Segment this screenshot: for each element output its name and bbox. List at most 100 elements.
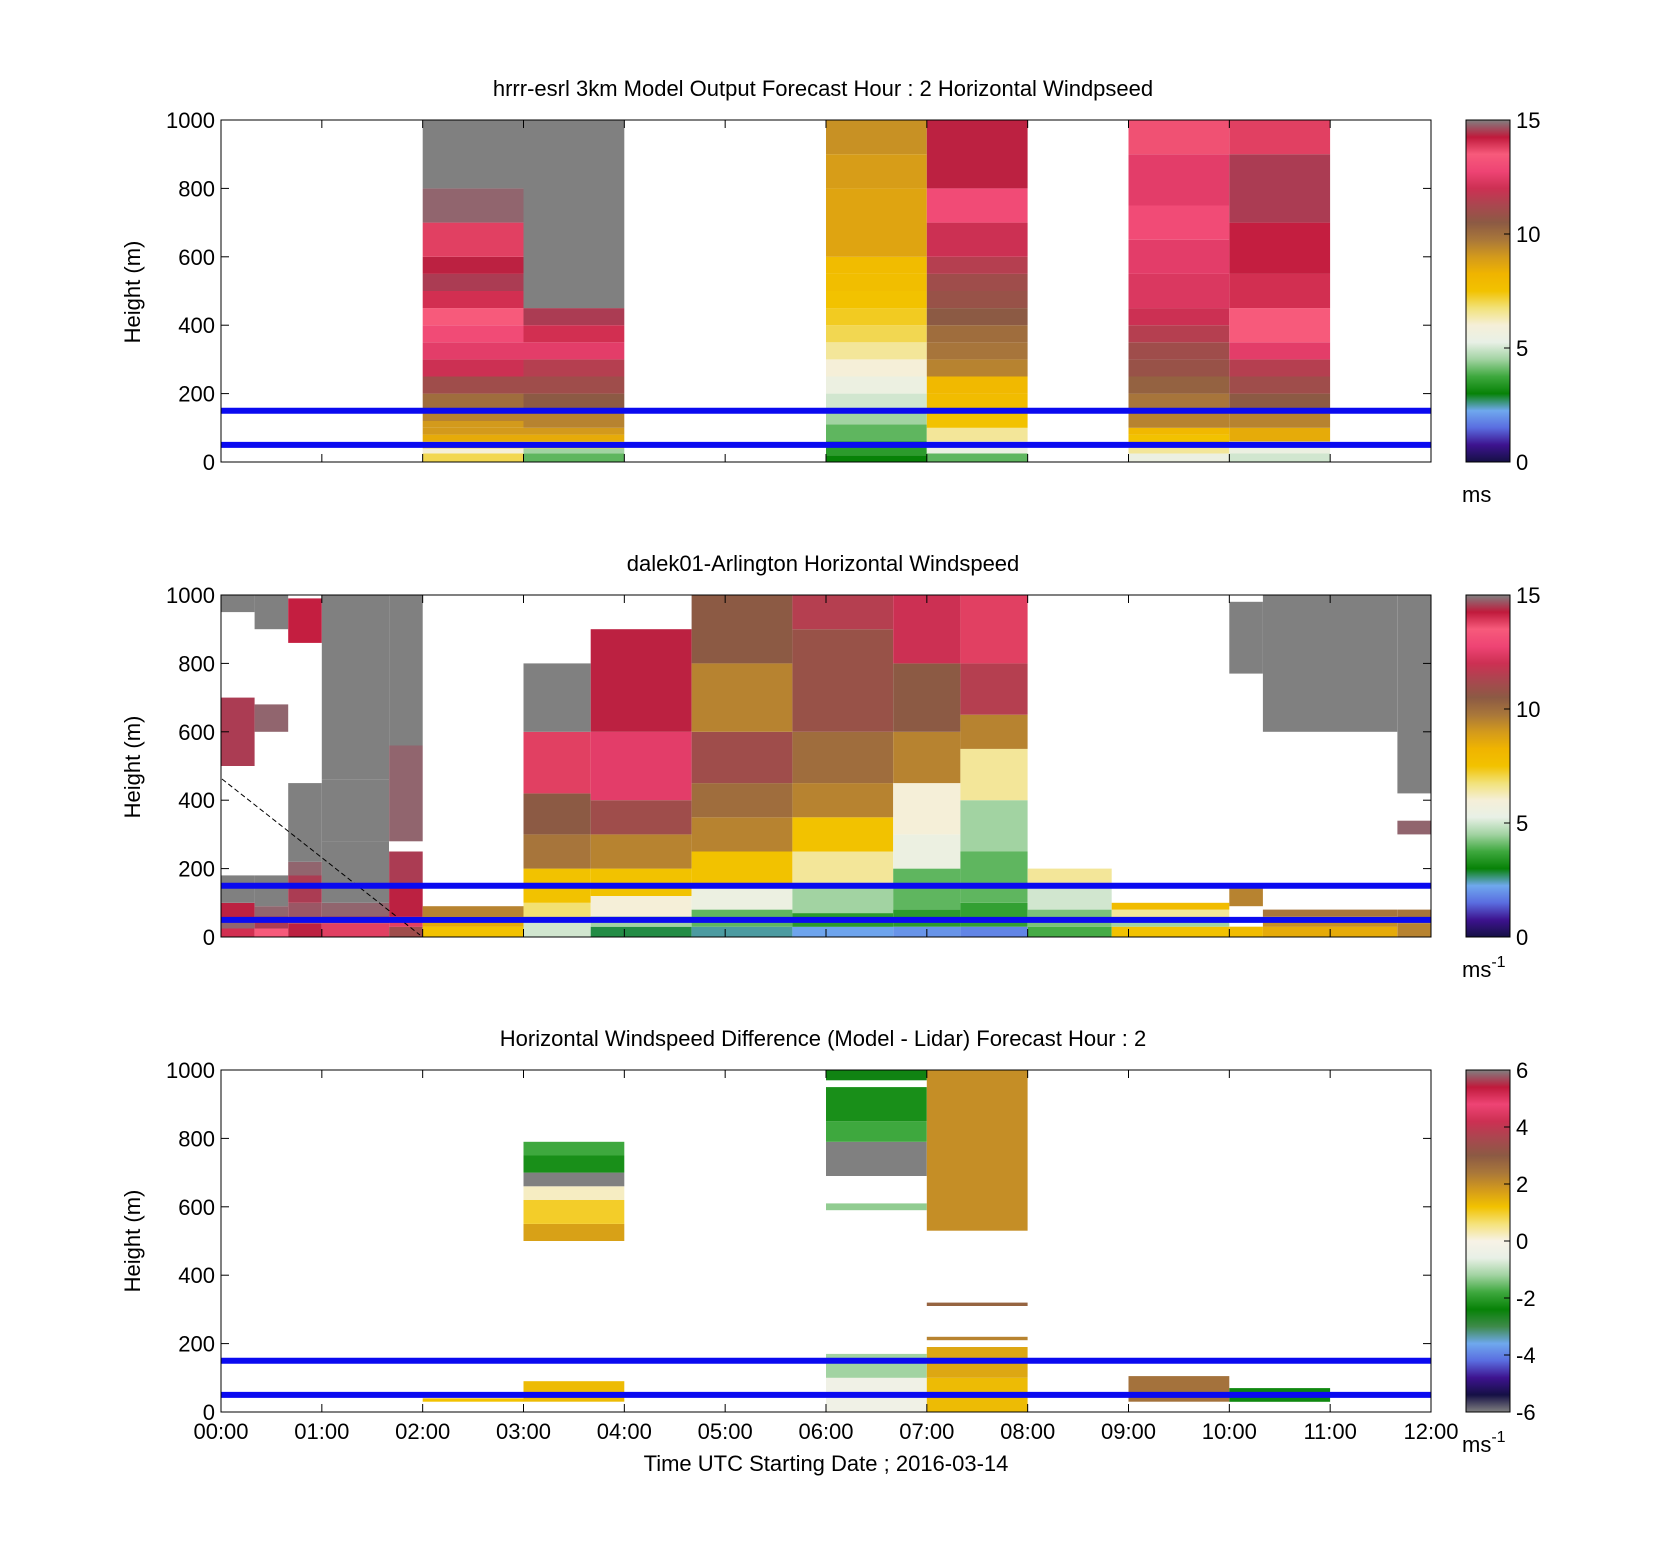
heatmap-cell: [590, 800, 692, 835]
heatmap-cell: [926, 188, 1028, 223]
colorbar-tick-label: 10: [1516, 222, 1540, 247]
heatmap-cell: [1128, 239, 1230, 274]
heatmap-cell: [1397, 820, 1431, 835]
heatmap-cell: [221, 928, 255, 937]
x-tick-label: 05:00: [698, 1419, 753, 1444]
heatmap-cell: [792, 629, 894, 732]
heatmap-cell: [926, 120, 1028, 189]
x-tick-label: 10:00: [1202, 1419, 1257, 1444]
heatmap-cell: [1128, 410, 1230, 428]
y-tick-label: 400: [178, 313, 215, 338]
heatmap-cell: [523, 793, 591, 835]
x-tick-label: 02:00: [395, 1419, 450, 1444]
heatmap-cell: [926, 359, 1028, 377]
y-tick-label: 200: [178, 382, 215, 407]
y-tick-label: 1000: [166, 1058, 215, 1083]
y-tick-label: 0: [203, 1400, 215, 1425]
heatmap-cell: [422, 120, 524, 189]
panel-1-heatmap: [422, 120, 1331, 462]
colorbar-unit-label: ms: [1462, 482, 1491, 507]
heatmap-cell: [590, 896, 692, 917]
heatmap-cell: [1128, 325, 1230, 343]
heatmap-cell: [691, 885, 793, 910]
heatmap-cell: [422, 342, 524, 360]
x-tick-label: 01:00: [294, 1419, 349, 1444]
heatmap-cell: [1229, 376, 1331, 394]
y-tick-label: 400: [178, 1263, 215, 1288]
heatmap-cell: [826, 376, 927, 394]
heatmap-cell: [1229, 342, 1331, 360]
heatmap-cell: [1229, 601, 1263, 674]
y-tick-label: 0: [203, 925, 215, 950]
heatmap-cell: [792, 851, 894, 886]
heatmap-cell: [1128, 393, 1230, 411]
heatmap-cell: [523, 359, 625, 377]
heatmap-cell: [422, 222, 524, 257]
heatmap-cell: [389, 745, 423, 842]
y-tick-label: 800: [178, 1126, 215, 1151]
heatmap-cell: [792, 731, 894, 784]
heatmap-cell: [691, 783, 793, 818]
heatmap-cell: [422, 410, 524, 421]
panel-3-ylabel: Height (m): [120, 1190, 145, 1293]
heatmap-cell: [926, 222, 1028, 257]
heatmap-cell: [893, 595, 961, 664]
x-tick-label: 08:00: [1000, 1419, 1055, 1444]
heatmap-cell: [1111, 909, 1230, 920]
heatmap-cell: [960, 748, 1028, 801]
heatmap-cell: [523, 393, 625, 411]
heatmap-cell: [321, 779, 389, 842]
heatmap-cell: [422, 906, 524, 917]
heatmap-cell: [422, 308, 524, 326]
heatmap-cell: [523, 1200, 625, 1224]
heatmap-cell: [826, 393, 927, 411]
colorbar-unit-label: ms-1: [1462, 954, 1506, 982]
y-tick-label: 800: [178, 651, 215, 676]
heatmap-cell: [422, 434, 524, 442]
colorbar-tick-label: 10: [1516, 697, 1540, 722]
heatmap-cell: [826, 1087, 927, 1122]
x-tick-label: 04:00: [597, 1419, 652, 1444]
heatmap-cell: [590, 731, 692, 801]
x-tick-label: 12:00: [1403, 1419, 1458, 1444]
heatmap-cell: [926, 273, 1028, 291]
heatmap-cell: [422, 926, 524, 937]
colorbar-tick-label: 0: [1516, 925, 1528, 950]
heatmap-cell: [960, 851, 1028, 903]
heatmap-cell: [321, 902, 389, 917]
heatmap-cell: [1128, 376, 1230, 394]
heatmap-cell: [1229, 427, 1331, 442]
heatmap-cell: [926, 308, 1028, 326]
heatmap-cell: [288, 875, 322, 903]
heatmap-cell: [792, 595, 894, 630]
colorbar-gradient: [1465, 119, 1511, 463]
heatmap-cell: [422, 188, 524, 223]
panel-2-reference-lines: [221, 882, 1431, 923]
heatmap-cell: [1397, 595, 1431, 794]
heatmap-cell: [523, 1186, 625, 1200]
heatmap-cell: [288, 783, 322, 862]
heatmap-cell: [590, 629, 692, 732]
heatmap-cell: [960, 663, 1028, 715]
panel-2-heatmap: [221, 595, 1431, 937]
heatmap-cell: [691, 926, 793, 937]
x-tick-label: 11:00: [1303, 1419, 1356, 1444]
heatmap-cell: [1128, 453, 1230, 462]
heatmap-cell: [926, 410, 1028, 428]
heatmap-cell: [221, 902, 255, 920]
heatmap-cell: [254, 928, 289, 937]
y-tick-label: 200: [178, 857, 215, 882]
heatmap-cell: [221, 919, 255, 929]
heatmap-cell: [1229, 120, 1331, 155]
colorbar-tick-label: 5: [1516, 811, 1528, 836]
panel-1-reference-lines: [221, 407, 1431, 448]
x-tick-label: 06:00: [798, 1419, 853, 1444]
heatmap-cell: [926, 376, 1028, 394]
y-tick-label: 1000: [166, 108, 215, 133]
heatmap-cell: [826, 256, 927, 274]
heatmap-cell: [1128, 120, 1230, 155]
heatmap-cell: [1128, 154, 1230, 206]
heatmap-cell: [389, 926, 423, 937]
panel-3-ticks: 1000 800 600 400 200 000:00 01:00 02:00 03:00 04:…: [166, 1058, 1458, 1444]
